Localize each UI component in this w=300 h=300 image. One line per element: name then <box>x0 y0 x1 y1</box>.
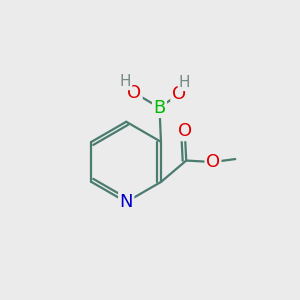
Text: H: H <box>120 74 131 89</box>
Text: H: H <box>179 75 190 90</box>
Text: B: B <box>153 99 166 117</box>
Text: O: O <box>172 85 186 103</box>
Text: O: O <box>127 84 141 102</box>
Text: O: O <box>206 153 220 171</box>
Text: N: N <box>119 193 133 211</box>
Text: O: O <box>178 122 192 140</box>
